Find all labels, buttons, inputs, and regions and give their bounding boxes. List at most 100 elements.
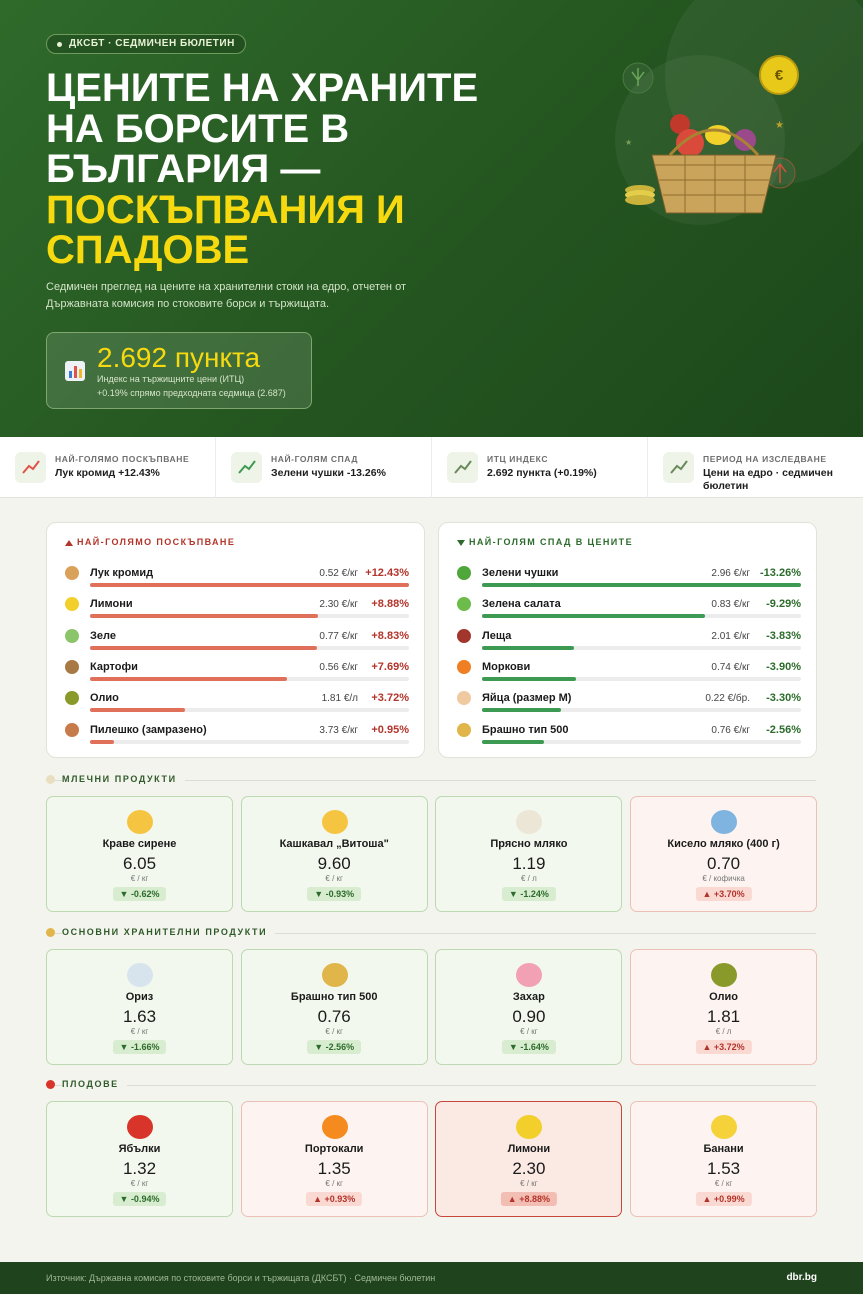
change-pill: ▲ +8.88% <box>500 1192 557 1206</box>
bar-track <box>90 739 409 744</box>
item-change: -13.26% <box>760 567 801 579</box>
title-line: БЪЛГАРИЯ — <box>46 147 321 191</box>
title-line: НА БОРСИТЕ В <box>46 106 350 151</box>
item-price: 0.76 €/кг <box>711 724 750 736</box>
stat-cell: ПЕРИОД НА ИЗСЛЕДВАНЕ Цени на едро · седми… <box>648 437 863 498</box>
change-bar <box>482 739 544 744</box>
price-card: Банани 1.53 € / кг ▲ +0.99% <box>630 1101 818 1217</box>
item-price: 0.56 €/кг <box>319 661 358 673</box>
item-icon <box>65 722 79 737</box>
item-change: -3.83% <box>766 629 801 642</box>
item-price: 1.35 <box>317 1159 351 1178</box>
bar-track <box>90 583 409 587</box>
stat-icon <box>231 452 262 483</box>
index-value: 2.692 пункта <box>97 342 261 373</box>
item-price: 0.22 €/бр. <box>705 693 750 705</box>
bar-track <box>482 614 801 619</box>
section-heading: ПЛОДОВЕ <box>46 1079 816 1091</box>
change-bar <box>90 583 409 587</box>
price-row: Яйца (размер М) 0.22 €/бр. -3.30% <box>439 688 818 719</box>
item-change: +12.43% <box>365 567 409 579</box>
index-label: Индекс на тържищните цени (ИТЦ) <box>97 374 245 384</box>
chart-icon <box>65 361 85 381</box>
item-price: 1.81 <box>707 1007 741 1026</box>
title-line: ЦЕНИТЕ НА ХРАНИТЕ <box>46 66 479 110</box>
item-icon <box>457 722 471 737</box>
stat-glyph <box>238 460 256 474</box>
badge: ДКСБТ · СЕДМИЧЕН БЮЛЕТИН <box>46 34 246 54</box>
item-name: Прясно мляко <box>490 838 568 850</box>
price-row: Моркови 0.74 €/кг -3.90% <box>439 657 818 688</box>
price-card: Брашно тип 500 0.76 € / кг ▼ -2.56% <box>240 949 428 1065</box>
change-pill: ▼ -1.24% <box>501 887 556 901</box>
stat-label: НАЙ-ГОЛЯМО ПОСКЪПВАНЕ <box>55 454 190 464</box>
change-pill: ▲ +0.99% <box>695 1192 752 1206</box>
item-change: +8.88% <box>371 598 409 611</box>
item-icon <box>711 963 738 987</box>
change-pill: ▲ +3.70% <box>695 887 752 901</box>
section-icon <box>46 928 55 937</box>
item-icon <box>457 659 471 674</box>
item-icon <box>457 628 471 643</box>
item-unit: € / кг <box>520 1179 538 1188</box>
item-name: Пилешко (замразено) <box>90 723 207 736</box>
change-bar <box>90 676 288 681</box>
stat-glyph <box>454 460 472 474</box>
subtitle-line: Седмичен преглед на цените на хранителни… <box>46 281 406 293</box>
section-rule <box>46 933 816 934</box>
price-card: Прясно мляко 1.19 € / л ▼ -1.24% <box>435 796 623 912</box>
item-name: Портокали <box>304 1143 364 1155</box>
change-bar <box>90 614 318 619</box>
item-icon <box>65 628 79 643</box>
svg-text:★: ★ <box>625 138 632 147</box>
price-card: Портокали 1.35 € / кг ▲ +0.93% <box>240 1101 428 1217</box>
title-accent-line: ПОСКЪПВАНИЯ И <box>46 187 405 232</box>
item-name: Кисело мляко (400 г) <box>667 838 780 850</box>
change-pill: ▼ -0.62% <box>112 887 167 901</box>
change-bar <box>482 645 575 650</box>
falls-panel: НАЙ-ГОЛЯМ СПАД В ЦЕНИТЕ Зелени чушки 2.96 … <box>438 522 817 758</box>
item-price: 2.30 €/кг <box>319 599 358 611</box>
item-icon <box>711 1115 738 1139</box>
item-price: 0.90 <box>512 1007 546 1026</box>
item-icon <box>127 963 153 987</box>
stat-cell: ИТЦ ИНДЕКС 2.692 пункта (+0.19%) <box>432 437 648 498</box>
item-icon <box>516 810 543 834</box>
item-price: 0.70 <box>707 854 741 873</box>
item-unit: € / л <box>715 1027 732 1036</box>
change-pill: ▼ -1.66% <box>112 1040 167 1054</box>
bar-track <box>90 708 409 713</box>
stat-glyph <box>670 460 688 474</box>
change-pill: ▼ -0.94% <box>112 1192 167 1206</box>
change-pill: ▲ +3.72% <box>695 1040 752 1054</box>
item-unit: € / кг <box>130 1179 149 1188</box>
footer-site: dbr.bg <box>786 1272 817 1283</box>
item-name: Лимони <box>90 598 133 611</box>
stat-value: Лук кромид +12.43% <box>55 467 160 479</box>
stat-label: ИТЦ ИНДЕКС <box>487 454 549 464</box>
change-bar <box>482 583 801 587</box>
item-name: Лимони <box>507 1143 551 1155</box>
stat-label: НАЙ-ГОЛЯМ СПАД <box>271 454 358 464</box>
item-name: Зеле <box>90 629 116 642</box>
stat-icon <box>15 452 46 483</box>
item-name: Олио <box>90 692 119 705</box>
section-heading: ОСНОВНИ ХРАНИТЕЛНИ ПРОДУКТИ <box>46 927 816 939</box>
bar-track <box>90 645 409 650</box>
item-icon <box>321 810 348 834</box>
item-name: Ябълки <box>118 1143 161 1155</box>
bar-track <box>482 676 801 681</box>
stat-glyph <box>22 460 40 474</box>
item-change: +3.72% <box>371 692 409 705</box>
price-row: Лимони 2.30 €/кг +8.88% <box>47 594 426 625</box>
item-icon <box>457 691 471 706</box>
price-row: Олио 1.81 €/л +3.72% <box>47 688 426 719</box>
item-change: +8.83% <box>371 629 409 642</box>
price-card: Кашкавал „Витоша" 9.60 € / кг ▼ -0.93% <box>240 796 428 912</box>
section-icon <box>46 775 55 784</box>
item-icon <box>457 597 471 612</box>
stat-icon <box>447 452 478 483</box>
item-price: 6.05 <box>122 854 157 873</box>
change-bar <box>482 708 562 713</box>
item-price: 1.63 <box>122 1007 157 1026</box>
